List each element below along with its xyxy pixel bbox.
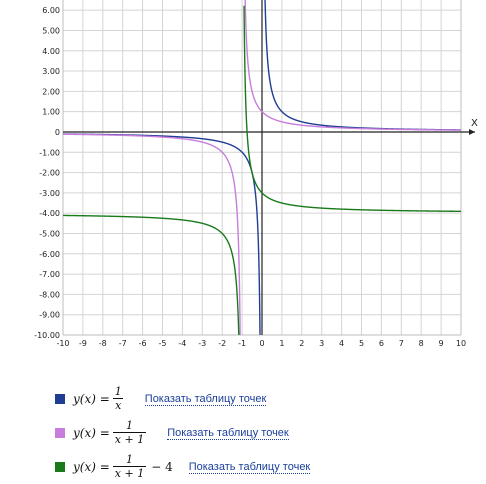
series-1-branch-right [264, 0, 461, 131]
y-tick-label: 4.00 [42, 47, 60, 56]
y-tick-label: -2.00 [39, 169, 60, 178]
y-tick-label: -1.00 [39, 148, 60, 157]
x-tick-label: 0 [259, 339, 264, 348]
fraction-numerator: 1 [125, 453, 133, 466]
legend-formula-1: y(x) = 1 x [73, 386, 131, 412]
series-2-branch-left [63, 133, 241, 335]
y-tick-label: 6.00 [42, 6, 60, 15]
y-tick-label: -9.00 [39, 311, 60, 320]
x-tick-label: -5 [159, 339, 167, 348]
formula-lhs: y(x) = [73, 392, 110, 406]
legend-formula-3: y(x) = 1 x + 1 − 4 [73, 453, 175, 481]
fraction-denominator: x + 1 [112, 466, 147, 480]
x-axis-label: X [471, 118, 478, 129]
series-2-branch-right [244, 0, 461, 131]
show-points-table-link-3[interactable]: Показать таблицу точек [188, 460, 311, 474]
x-tick-label: 3 [319, 339, 324, 348]
fraction-denominator: x + 1 [112, 432, 147, 446]
y-tick-label: -7.00 [39, 270, 60, 279]
x-tick-label: -8 [99, 339, 107, 348]
axes [63, 0, 475, 335]
y-tick-label: 0 [55, 128, 60, 137]
legend-swatch-3 [55, 462, 65, 472]
formula-lhs: y(x) = [73, 426, 110, 440]
x-tick-label: -3 [198, 339, 206, 348]
fraction: 1 x + 1 [112, 419, 147, 446]
legend: y(x) = 1 x Показать таблицу точек y(x) =… [55, 382, 480, 484]
x-tick-label: -7 [119, 339, 127, 348]
x-tick-label: -6 [139, 339, 147, 348]
legend-swatch-1 [55, 394, 65, 404]
x-tick-label: 9 [439, 339, 444, 348]
x-tick-label: 1 [279, 339, 284, 348]
x-axis-arrow [469, 128, 475, 135]
legend-row-3: y(x) = 1 x + 1 − 4 Показать таблицу точе… [55, 450, 480, 484]
y-tick-label: -5.00 [39, 229, 60, 238]
tick-labels: -10 -9 -8 -7 -6 -5 -4 -3 -2 -1 0 1 2 3 4 5 6 7 8 9 106.005.0… [34, 6, 466, 348]
series-1-branch-left [63, 133, 261, 335]
x-tick-label: 7 [399, 339, 404, 348]
x-tick-label: -4 [178, 339, 186, 348]
x-tick-label: -2 [218, 339, 226, 348]
legend-swatch-2 [55, 428, 65, 438]
x-tick-label: 8 [419, 339, 424, 348]
x-tick-label: 4 [339, 339, 344, 348]
function-plot: -10 -9 -8 -7 -6 -5 -4 -3 -2 -1 0 1 2 3 4 5 6 7 8 9 106.005.0… [34, 0, 478, 348]
y-tick-label: -4.00 [39, 209, 60, 218]
y-tick-label: 1.00 [42, 108, 60, 117]
fraction-numerator: 1 [114, 385, 122, 398]
x-tick-label: 10 [456, 339, 466, 348]
y-tick-label: 2.00 [42, 87, 60, 96]
legend-row-1: y(x) = 1 x Показать таблицу точек [55, 382, 480, 416]
y-tick-label: 5.00 [42, 26, 60, 35]
x-tick-label: -10 [56, 339, 69, 348]
y-tick-label: -8.00 [39, 290, 60, 299]
x-tick-label: -1 [238, 339, 246, 348]
formula-tail: − 4 [151, 460, 173, 474]
fraction: 1 x [113, 386, 124, 412]
series-3-branch-right [243, 5, 462, 213]
show-points-table-link-2[interactable]: Показать таблицу точек [167, 426, 289, 440]
x-tick-label: 5 [359, 339, 364, 348]
fraction: 1 x + 1 [112, 453, 147, 480]
y-tick-label: -3.00 [39, 189, 60, 198]
show-points-table-link-1[interactable]: Показать таблицу точек [144, 392, 267, 406]
y-tick-label: -10.00 [34, 331, 60, 340]
series-3-branch-left [63, 214, 240, 336]
x-tick-label: -9 [79, 339, 87, 348]
x-tick-label: 6 [379, 339, 384, 348]
legend-row-2: y(x) = 1 x + 1 Показать таблицу точек [55, 416, 480, 450]
x-tick-label: 2 [299, 339, 304, 348]
curves [63, 0, 462, 336]
fraction-numerator: 1 [125, 419, 133, 432]
legend-formula-2: y(x) = 1 x + 1 [73, 420, 153, 446]
y-tick-label: 3.00 [42, 67, 60, 76]
y-tick-label: -6.00 [39, 250, 60, 259]
formula-lhs: y(x) = [73, 460, 110, 474]
fraction-denominator: x [113, 398, 124, 412]
